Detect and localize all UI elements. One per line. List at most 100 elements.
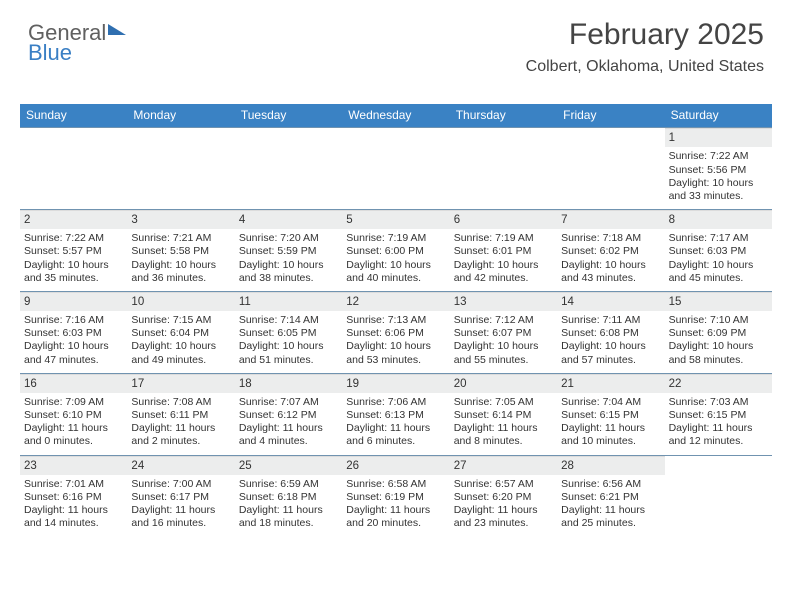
daylight-text: Daylight: 11 hours and 20 minutes. (346, 504, 445, 530)
sunset-text: Sunset: 6:12 PM (239, 409, 338, 422)
sunset-text: Sunset: 6:03 PM (24, 327, 123, 340)
day-number: 24 (127, 456, 234, 475)
sunrise-text: Sunrise: 7:21 AM (131, 232, 230, 245)
calendar-cell: 11Sunrise: 7:14 AMSunset: 6:05 PMDayligh… (235, 292, 342, 373)
calendar-cell: 5Sunrise: 7:19 AMSunset: 6:00 PMDaylight… (342, 210, 449, 291)
calendar-cell: 17Sunrise: 7:08 AMSunset: 6:11 PMDayligh… (127, 374, 234, 455)
daylight-text: Daylight: 11 hours and 25 minutes. (561, 504, 660, 530)
sunrise-text: Sunrise: 7:16 AM (24, 314, 123, 327)
logo-triangle-icon (108, 24, 126, 35)
daylight-text: Daylight: 10 hours and 49 minutes. (131, 340, 230, 366)
day-header: Wednesday (342, 104, 449, 127)
daylight-text: Daylight: 10 hours and 36 minutes. (131, 259, 230, 285)
daylight-text: Daylight: 10 hours and 43 minutes. (561, 259, 660, 285)
sunset-text: Sunset: 6:05 PM (239, 327, 338, 340)
calendar-cell (127, 128, 234, 209)
week-row: 16Sunrise: 7:09 AMSunset: 6:10 PMDayligh… (20, 373, 772, 455)
day-number: 6 (450, 210, 557, 229)
sunset-text: Sunset: 6:16 PM (24, 491, 123, 504)
calendar-cell: 6Sunrise: 7:19 AMSunset: 6:01 PMDaylight… (450, 210, 557, 291)
calendar-cell: 9Sunrise: 7:16 AMSunset: 6:03 PMDaylight… (20, 292, 127, 373)
sunrise-text: Sunrise: 7:06 AM (346, 396, 445, 409)
calendar-cell: 24Sunrise: 7:00 AMSunset: 6:17 PMDayligh… (127, 456, 234, 537)
day-number: 17 (127, 374, 234, 393)
day-header-row: Sunday Monday Tuesday Wednesday Thursday… (20, 104, 772, 127)
sunrise-text: Sunrise: 6:56 AM (561, 478, 660, 491)
sunset-text: Sunset: 6:21 PM (561, 491, 660, 504)
calendar-cell: 15Sunrise: 7:10 AMSunset: 6:09 PMDayligh… (665, 292, 772, 373)
sunrise-text: Sunrise: 7:13 AM (346, 314, 445, 327)
sunset-text: Sunset: 5:58 PM (131, 245, 230, 258)
calendar-cell: 2 Sunrise: 7:22 AMSunset: 5:57 PMDaylight… (20, 210, 127, 291)
calendar-cell: 3 Sunrise: 7:21 AMSunset: 5:58 PMDaylight… (127, 210, 234, 291)
sunrise-text: Sunrise: 7:00 AM (131, 478, 230, 491)
daylight-text: Daylight: 10 hours and 35 minutes. (24, 259, 123, 285)
day-number: 8 (665, 210, 772, 229)
sunrise-text: Sunrise: 7:19 AM (454, 232, 553, 245)
calendar-cell: 21 Sunrise: 7:04 AMSunset: 6:15 PMDayligh… (557, 374, 664, 455)
day-number: 2 (20, 210, 127, 229)
week-row: 9Sunrise: 7:16 AMSunset: 6:03 PMDaylight… (20, 291, 772, 373)
sunset-text: Sunset: 6:00 PM (346, 245, 445, 258)
calendar-cell: 16Sunrise: 7:09 AMSunset: 6:10 PMDayligh… (20, 374, 127, 455)
daylight-text: Daylight: 11 hours and 10 minutes. (561, 422, 660, 448)
day-number: 13 (450, 292, 557, 311)
sunrise-text: Sunrise: 7:07 AM (239, 396, 338, 409)
calendar-cell: 22Sunrise: 7:03 AMSunset: 6:15 PMDayligh… (665, 374, 772, 455)
daylight-text: Daylight: 10 hours and 33 minutes. (669, 177, 768, 203)
sunset-text: Sunset: 6:17 PM (131, 491, 230, 504)
sunset-text: Sunset: 6:19 PM (346, 491, 445, 504)
day-number: 21 (557, 374, 664, 393)
daylight-text: Daylight: 11 hours and 2 minutes. (131, 422, 230, 448)
sunrise-text: Sunrise: 7:10 AM (669, 314, 768, 327)
day-header: Monday (127, 104, 234, 127)
daylight-text: Daylight: 10 hours and 47 minutes. (24, 340, 123, 366)
sunset-text: Sunset: 6:14 PM (454, 409, 553, 422)
sunset-text: Sunset: 6:15 PM (561, 409, 660, 422)
calendar-cell: 26Sunrise: 6:58 AMSunset: 6:19 PMDayligh… (342, 456, 449, 537)
daylight-text: Daylight: 10 hours and 38 minutes. (239, 259, 338, 285)
calendar-cell: 7Sunrise: 7:18 AMSunset: 6:02 PMDaylight… (557, 210, 664, 291)
calendar-cell: 13Sunrise: 7:12 AMSunset: 6:07 PMDayligh… (450, 292, 557, 373)
day-number: 14 (557, 292, 664, 311)
day-number: 12 (342, 292, 449, 311)
daylight-text: Daylight: 11 hours and 18 minutes. (239, 504, 338, 530)
sunset-text: Sunset: 6:03 PM (669, 245, 768, 258)
day-header: Tuesday (235, 104, 342, 127)
daylight-text: Daylight: 10 hours and 57 minutes. (561, 340, 660, 366)
header: February 2025 Colbert, Oklahoma, United … (526, 18, 764, 76)
daylight-text: Daylight: 10 hours and 55 minutes. (454, 340, 553, 366)
daylight-text: Daylight: 10 hours and 45 minutes. (669, 259, 768, 285)
calendar-cell (20, 128, 127, 209)
sunrise-text: Sunrise: 7:17 AM (669, 232, 768, 245)
page-title: February 2025 (526, 18, 764, 52)
calendar-cell: 28Sunrise: 6:56 AMSunset: 6:21 PMDayligh… (557, 456, 664, 537)
page-subtitle: Colbert, Oklahoma, United States (526, 58, 764, 76)
sunrise-text: Sunrise: 7:04 AM (561, 396, 660, 409)
daylight-text: Daylight: 10 hours and 51 minutes. (239, 340, 338, 366)
sunrise-text: Sunrise: 7:15 AM (131, 314, 230, 327)
daylight-text: Daylight: 10 hours and 40 minutes. (346, 259, 445, 285)
weeks-container: 1Sunrise: 7:22 AMSunset: 5:56 PMDaylight… (20, 127, 772, 536)
day-number: 25 (235, 456, 342, 475)
sunset-text: Sunset: 6:04 PM (131, 327, 230, 340)
day-number: 3 (127, 210, 234, 229)
sunset-text: Sunset: 5:57 PM (24, 245, 123, 258)
calendar-cell (235, 128, 342, 209)
sunset-text: Sunset: 6:08 PM (561, 327, 660, 340)
sunrise-text: Sunrise: 7:20 AM (239, 232, 338, 245)
day-header: Sunday (20, 104, 127, 127)
daylight-text: Daylight: 11 hours and 6 minutes. (346, 422, 445, 448)
calendar-cell (665, 456, 772, 537)
day-number: 26 (342, 456, 449, 475)
sunrise-text: Sunrise: 7:22 AM (24, 232, 123, 245)
sunrise-text: Sunrise: 6:59 AM (239, 478, 338, 491)
week-row: 1Sunrise: 7:22 AMSunset: 5:56 PMDaylight… (20, 127, 772, 209)
daylight-text: Daylight: 10 hours and 53 minutes. (346, 340, 445, 366)
day-number: 1 (665, 128, 772, 147)
day-number: 15 (665, 292, 772, 311)
daylight-text: Daylight: 11 hours and 4 minutes. (239, 422, 338, 448)
day-header: Saturday (665, 104, 772, 127)
logo-line2: Blue (28, 42, 126, 64)
calendar-cell: 18Sunrise: 7:07 AMSunset: 6:12 PMDayligh… (235, 374, 342, 455)
